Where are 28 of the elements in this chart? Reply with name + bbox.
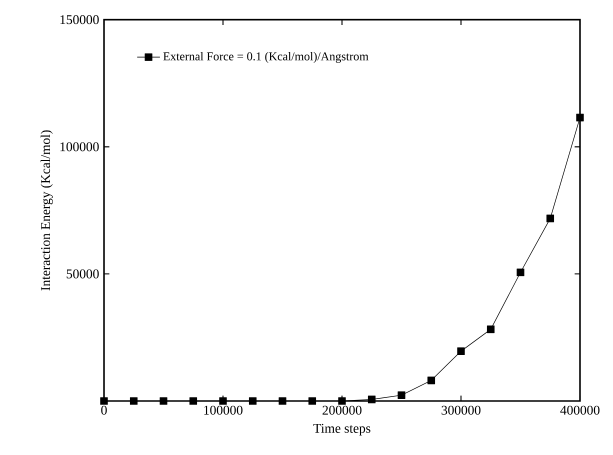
point — [278, 397, 286, 405]
point — [100, 397, 108, 405]
y-tick-label: 150000 — [60, 15, 99, 24]
y-tick-label: 50000 — [66, 269, 99, 278]
x-tick-label: 400000 — [560, 406, 600, 415]
point — [368, 396, 376, 404]
point — [248, 397, 257, 405]
x-tick-label: 200000 — [322, 406, 362, 415]
point — [130, 397, 138, 405]
point — [160, 397, 168, 405]
x-tick-label: 0 — [101, 406, 107, 415]
point — [427, 376, 436, 384]
point — [576, 114, 584, 122]
point — [457, 347, 465, 355]
point — [516, 268, 524, 276]
point — [219, 397, 227, 405]
point — [308, 397, 316, 405]
point — [546, 214, 554, 222]
point — [398, 391, 406, 399]
x-axis-title: Time steps — [313, 424, 370, 436]
legend-label: External Force = 0.1 (Kcal/mol)/Angstrom — [163, 52, 368, 63]
point — [486, 326, 495, 334]
y-tick-label: 100000 — [60, 142, 99, 152]
x-tick-label: 100000 — [204, 406, 243, 415]
y-axis-title: Interaction Energy (Kcal/mol) — [40, 130, 53, 290]
point — [338, 397, 346, 405]
x-tick-label: 300000 — [442, 406, 480, 415]
point — [189, 397, 198, 405]
